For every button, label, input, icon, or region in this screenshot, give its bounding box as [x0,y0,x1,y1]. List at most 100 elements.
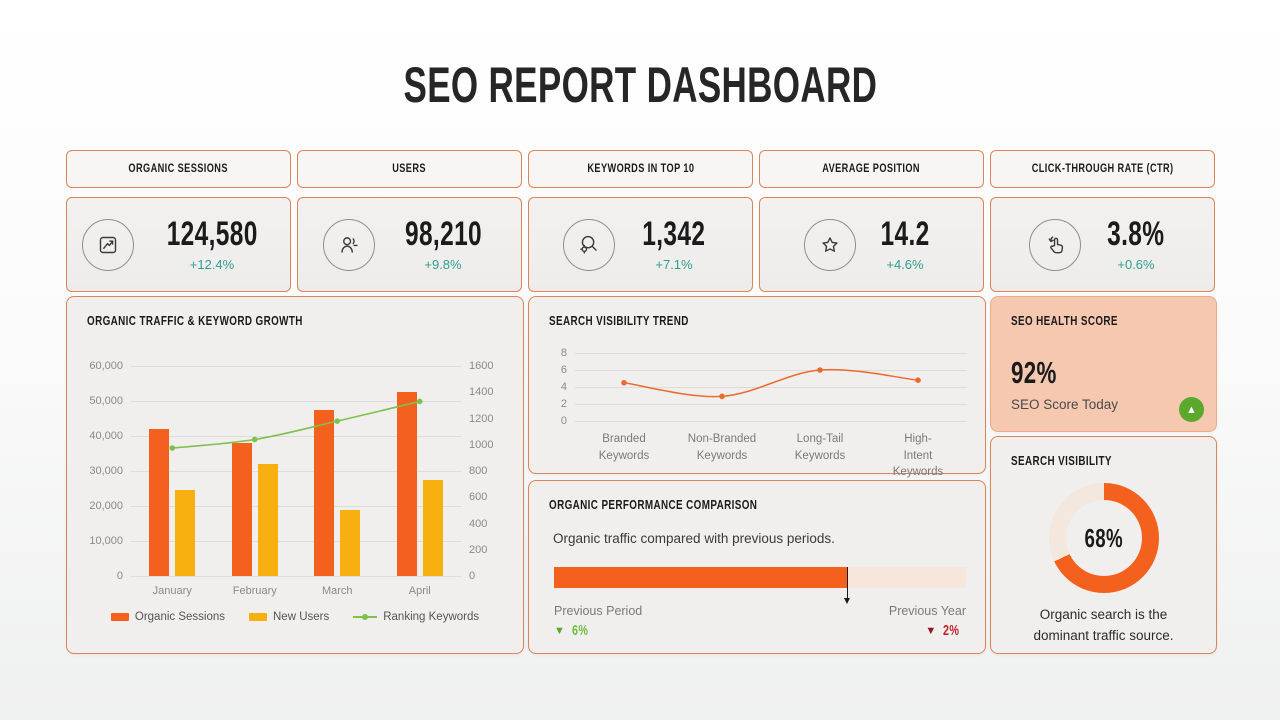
axis-tick-label: 6 [560,364,567,376]
kpi-value-card: 124,580 +12.4% [66,197,291,292]
kpi-change: +12.4% [189,257,235,272]
gridline [575,421,967,422]
axis-tick-label: 20,000 [89,500,123,512]
kpi-header: KEYWORDS IN TOP 10 [528,150,753,188]
x-axis-tick-label: January [152,585,192,597]
ranking-keywords-swatch [353,614,378,620]
previous-year-label: Previous Year [888,604,966,618]
chart-increase-icon [81,218,134,271]
bar-new-users [422,479,443,576]
keyword-search-icon [563,218,616,271]
axis-tick-label: 8 [560,347,567,359]
previous-period-label: Previous Period [554,604,643,618]
previous-period-change: ▼ 6% [554,622,589,639]
traffic-growth-card: ORGANIC TRAFFIC & KEYWORD GROWTH 60,000 5… [66,296,524,654]
trend-chart-x-axis: Branded Keywords Non-Branded Keywords Long-T… [575,431,967,478]
axis-tick-label: 40,000 [89,430,123,442]
gridline [131,401,461,402]
kpi-value-card: 98,210 +9.8% [297,197,522,292]
ranking-keywords-line [169,398,423,451]
comparison-marker [843,567,850,604]
card-title: SEO HEALTH SCORE [1011,313,1118,328]
kpi-header: USERS [297,150,522,188]
card-title: ORGANIC TRAFFIC & KEYWORD GROWTH [87,313,303,328]
x-axis-tick-label: March [321,585,353,597]
user-icon [322,218,375,271]
axis-tick-label: 10,000 [89,535,123,547]
gridline [131,541,461,542]
gridline [131,436,461,437]
visibility-trend-line [621,367,921,400]
legend-item-ranking-keywords: Ranking Keywords [353,611,479,623]
comparison-subtitle: Organic traffic compared with previous p… [553,531,835,546]
axis-tick-label: 1000 [469,438,494,451]
gridline [131,366,461,367]
search-visibility-card: SEARCH VISIBILITY 68% Organic search is … [990,436,1217,654]
down-triangle-icon: ▼ [554,624,565,637]
page-title: SEO REPORT DASHBOARD [403,57,877,113]
gridline [575,404,967,405]
x-axis-tick-label: April [408,585,431,597]
previous-year-change: ▼ 2% [925,622,960,639]
comparison-progress-track [554,567,966,604]
gridline [575,370,967,371]
traffic-chart-x-axis: January February March April [131,585,461,601]
card-title: SEARCH VISIBILITY [1011,453,1112,468]
axis-tick-label: 60,000 [89,360,123,372]
traffic-chart-plot [131,366,461,577]
x-axis-tick-label: Long-Tail Keywords [794,433,846,462]
performance-comparison-card: ORGANIC PERFORMANCE COMPARISON Organic t… [528,480,986,654]
axis-tick-label: 0 [560,415,567,427]
bar-new-users [257,464,278,576]
kpi-card-organic-sessions: ORGANIC SESSIONS 124,580 +12.4% [66,150,291,292]
legend-item-new-users: New Users [249,611,329,623]
gridline [131,506,461,507]
axis-tick-label: 200 [469,543,488,556]
kpi-value-card: 14.2 +4.6% [759,197,984,292]
gridline [131,576,461,577]
axis-tick-label: 1600 [469,360,494,372]
search-visibility-trend-card: SEARCH VISIBILITY TREND 8 6 4 2 0 Branded Key… [528,296,986,478]
kpi-card-users: USERS 98,210 +9.8% [297,150,522,292]
x-axis-tick-label: February [232,585,277,597]
kpi-value-card: 1,342 +7.1% [528,197,753,292]
bar-organic-sessions [149,429,170,576]
kpi-row: ORGANIC SESSIONS 124,580 +12.4% USERS 98… [66,150,1215,292]
kpi-header: CLICK-THROUGH RATE (CTR) [990,150,1215,188]
legend-item-organic-sessions: Organic Sessions [110,611,225,623]
gridline [575,353,967,354]
search-visibility-caption: Organic search is the dominant traffic s… [1033,607,1174,643]
down-triangle-icon: ▼ [925,624,937,637]
new-users-swatch [249,613,267,621]
organic-sessions-swatch [110,613,129,621]
axis-tick-label: 30,000 [89,465,123,477]
axis-tick-label: 1200 [469,412,494,425]
traffic-chart-legend: Organic Sessions New Users Ranking Keywo… [67,611,523,623]
kpi-card-average-position: AVERAGE POSITION 14.2 +4.6% [759,150,984,292]
axis-tick-label: 400 [469,517,488,530]
x-axis-tick-label: Non-Branded Keywords [687,433,757,462]
axis-tick-label: 800 [469,465,488,477]
gridline [575,387,967,388]
star-icon [803,218,856,271]
comparison-progress-fill [554,567,847,588]
axis-tick-label: 0 [469,570,476,582]
kpi-change: +0.6% [1117,257,1155,272]
card-title: SEARCH VISIBILITY TREND [549,313,689,328]
bar-organic-sessions [396,392,417,576]
seo-health-score-card: SEO HEALTH SCORE 92% SEO Score Today ▲ [990,296,1217,432]
kpi-header: ORGANIC SESSIONS [66,150,291,188]
axis-tick-label: 1400 [469,386,494,399]
x-axis-tick-label: Branded Keywords [598,433,650,462]
axis-tick-label: 2 [560,398,567,410]
kpi-change: +4.6% [886,257,924,272]
search-visibility-donut: 68% [1048,483,1159,593]
x-axis-tick-label: High-Intent Keywords [892,433,944,479]
kpi-change: +9.8% [424,257,462,272]
kpi-value-card: 3.8% +0.6% [990,197,1215,292]
seo-health-score-caption: SEO Score Today [1011,397,1119,412]
gridline [131,471,461,472]
kpi-header: AVERAGE POSITION [759,150,984,188]
kpi-card-ctr: CLICK-THROUGH RATE (CTR) 3.8% +0.6% [990,150,1215,292]
